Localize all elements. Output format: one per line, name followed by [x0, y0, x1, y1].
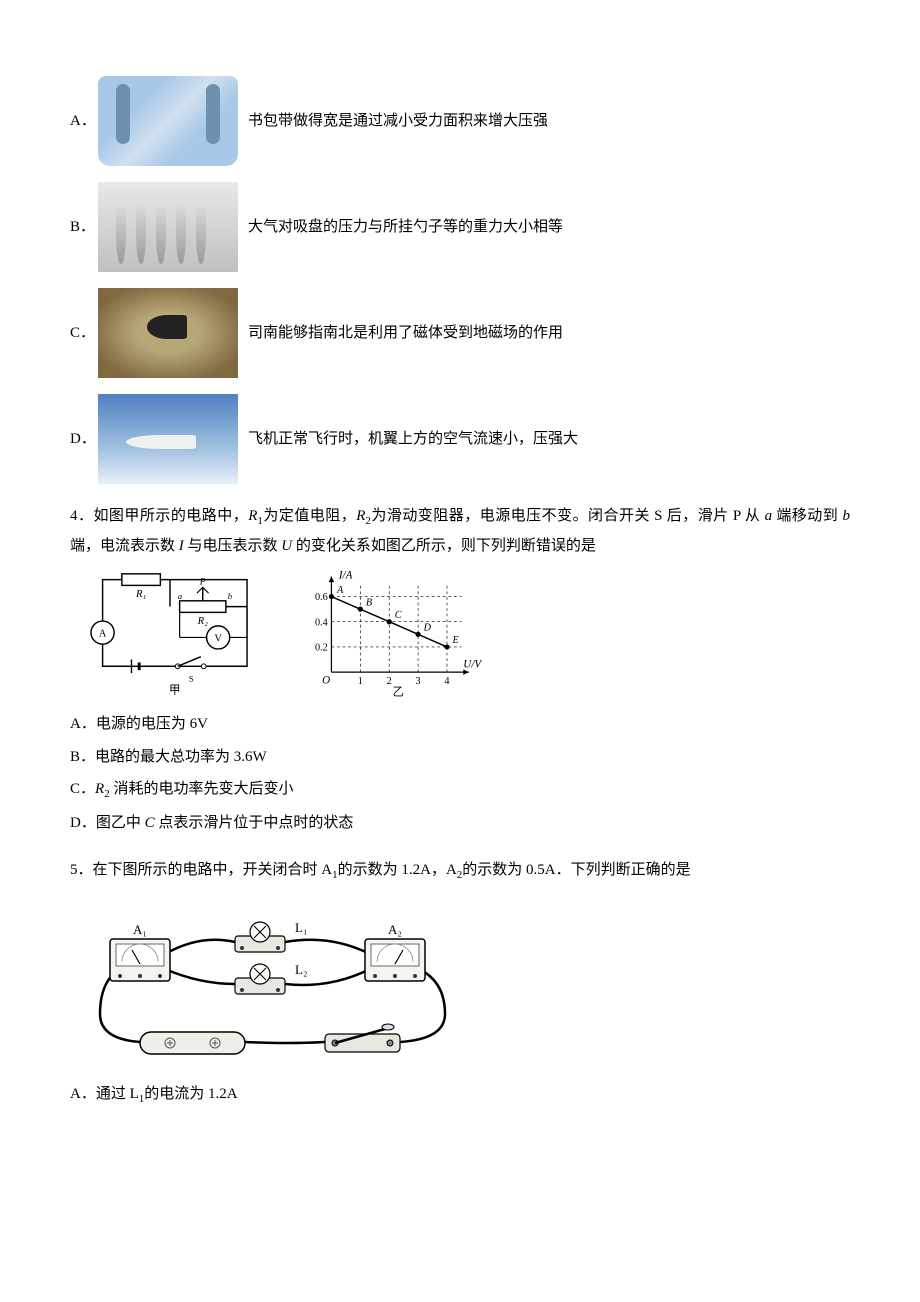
circuit-diagram-jia: R₁ P a b R₂ V A S 甲 [70, 570, 270, 700]
svg-text:V: V [214, 634, 222, 645]
svg-text:乙: 乙 [393, 686, 404, 699]
q5-answers: A．通过 L1的电流为 1.2A [70, 1080, 850, 1110]
q4-answer-c: C．R2 消耗的电功率先变大后变小 [70, 775, 850, 805]
svg-text:a: a [178, 591, 182, 601]
ammeter-a2: A₂ [365, 922, 425, 981]
q3-option-d: D． 飞机正常飞行时，机翼上方的空气流速小，压强大 [70, 394, 850, 484]
q4-answer-d: D．图乙中 C 点表示滑片位于中点时的状态 [70, 809, 850, 838]
option-letter: D． [70, 425, 98, 454]
q5-number: 5． [70, 862, 93, 878]
svg-text:0.2: 0.2 [315, 643, 328, 654]
q5-stem: 5．在下图所示的电路中，开关闭合时 A1的示数为 1.2A，A2的示数为 0.5… [70, 856, 850, 886]
bulb-l1: L₁ [235, 920, 307, 952]
svg-text:2: 2 [387, 677, 392, 688]
ammeter-a1: A₁ [110, 922, 170, 981]
svg-text:R₂: R₂ [197, 616, 208, 627]
q3-option-c: C． 司南能够指南北是利用了磁体受到地磁场的作用 [70, 288, 850, 378]
option-text: 书包带做得宽是通过减小受力面积来增大压强 [248, 107, 850, 136]
q3-option-a: A． 书包带做得宽是通过减小受力面积来增大压强 [70, 76, 850, 166]
svg-text:U/V: U/V [463, 659, 482, 671]
svg-text:A₁: A₁ [133, 922, 147, 937]
option-letter: A． [70, 107, 98, 136]
compass-image [98, 288, 238, 378]
svg-text:A: A [336, 585, 344, 596]
q4-answers: A．电源的电压为 6V B．电路的最大总功率为 3.6W C．R2 消耗的电功率… [70, 710, 850, 837]
svg-text:4: 4 [444, 677, 449, 688]
q4-answer-b: B．电路的最大总功率为 3.6W [70, 743, 850, 772]
svg-text:R₁: R₁ [135, 589, 146, 600]
q3-options: A． 书包带做得宽是通过减小受力面积来增大压强 B． 大气对吸盘的压力与所挂勺子… [70, 76, 850, 484]
option-letter: C． [70, 319, 98, 348]
svg-text:L₂: L₂ [295, 962, 307, 977]
q4-diagrams: R₁ P a b R₂ V A S 甲 12340.20.40.6I [70, 570, 850, 700]
q4-answer-a: A．电源的电压为 6V [70, 710, 850, 739]
q5-answer-a: A．通过 L1的电流为 1.2A [70, 1080, 850, 1110]
option-text: 飞机正常飞行时，机翼上方的空气流速小，压强大 [248, 425, 850, 454]
q5-circuit-diagram: A₁ A₂ L₁ L₂ [70, 894, 470, 1064]
svg-text:B: B [366, 598, 373, 609]
switch [325, 1024, 400, 1052]
bulb-l2: L₂ [235, 962, 307, 994]
svg-text:A₂: A₂ [388, 922, 402, 937]
svg-text:0.4: 0.4 [315, 618, 328, 629]
svg-text:I/A: I/A [338, 570, 353, 581]
svg-text:0.6: 0.6 [315, 593, 328, 604]
option-letter: B． [70, 213, 98, 242]
svg-text:L₁: L₁ [295, 920, 307, 935]
svg-text:O: O [322, 675, 330, 687]
q3-option-b: B． 大气对吸盘的压力与所挂勺子等的重力大小相等 [70, 182, 850, 272]
svg-text:b: b [228, 591, 233, 601]
svg-text:1: 1 [358, 677, 363, 688]
battery [140, 1032, 245, 1054]
q4-stem: 4．如图甲所示的电路中，R1为定值电阻，R2为滑动变阻器，电源电压不变。闭合开关… [70, 502, 850, 560]
option-text: 大气对吸盘的压力与所挂勺子等的重力大小相等 [248, 213, 850, 242]
svg-text:A: A [99, 629, 107, 640]
svg-text:D: D [423, 623, 432, 634]
iv-chart-yi: 1 2 3 4 0.2 0.4 0.6 I/A U/V O A B C D E 乙 [294, 570, 484, 700]
svg-text:E: E [452, 636, 460, 647]
svg-text:S: S [189, 674, 194, 684]
svg-text:C: C [395, 610, 402, 621]
backpack-image [98, 76, 238, 166]
option-text: 司南能够指南北是利用了磁体受到地磁场的作用 [248, 319, 850, 348]
svg-text:P: P [199, 577, 206, 588]
airplane-image [98, 394, 238, 484]
svg-text:3: 3 [416, 677, 421, 688]
q4-number: 4． [70, 508, 93, 524]
spoons-image [98, 182, 238, 272]
svg-text:甲: 甲 [169, 685, 181, 697]
